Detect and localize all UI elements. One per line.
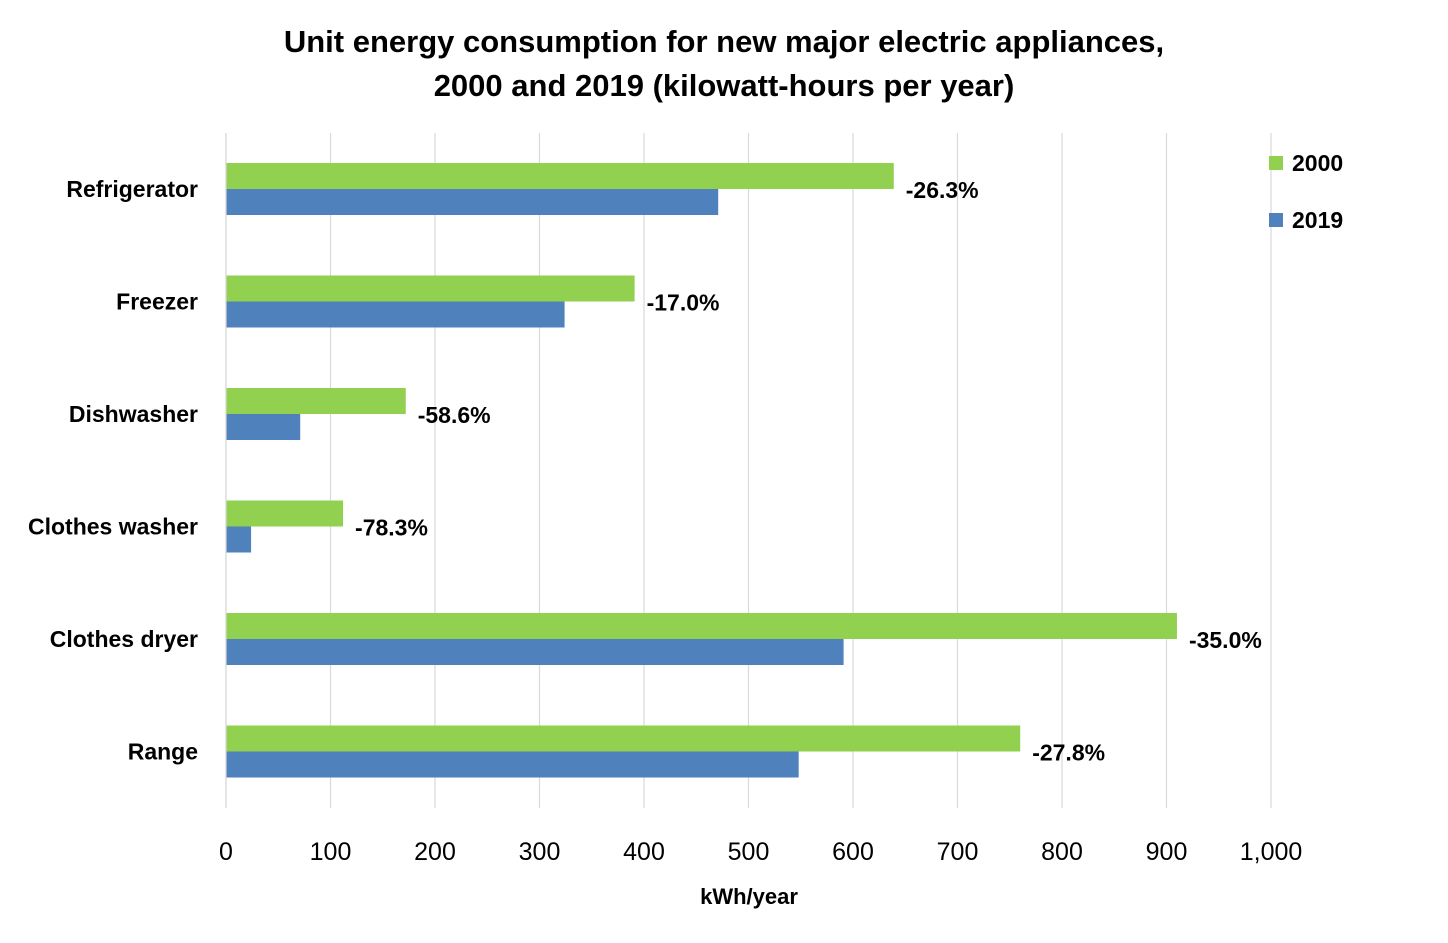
- x-tick-label-600: 600: [832, 838, 874, 866]
- legend: 2000 2019: [1269, 150, 1343, 233]
- bar-dishwasher-2019: [226, 414, 301, 440]
- x-tick-label-500: 500: [728, 838, 770, 866]
- data-label-clothes-dryer: -35.0%: [1189, 627, 1262, 653]
- x-tick-label-800: 800: [1041, 838, 1083, 866]
- legend-swatch-2019: [1269, 213, 1283, 227]
- x-tick-label-1000: 1,000: [1240, 838, 1303, 866]
- legend-label-2000: 2000: [1292, 150, 1343, 176]
- x-axis-title: kWh/year: [700, 884, 798, 909]
- x-tick-label-300: 300: [519, 838, 561, 866]
- category-label-clothes-dryer: Clothes dryer: [50, 626, 198, 652]
- category-labels: Refrigerator Freezer Dishwasher Clothes was…: [28, 133, 227, 808]
- chart-title-line-1: Unit energy consumption for new major el…: [284, 24, 1164, 59]
- bar-dishwasher-2000: [226, 388, 406, 414]
- x-tick-label-100: 100: [310, 838, 352, 866]
- gridlines: [225, 133, 1272, 808]
- bar-clothes-washer-2000: [226, 500, 344, 527]
- bar-freezer-2019: [226, 301, 565, 328]
- data-label-refrigerator: -26.3%: [906, 177, 979, 203]
- x-tick-label-400: 400: [623, 838, 665, 866]
- bars: [226, 163, 1177, 778]
- data-label-dishwasher: -58.6%: [418, 402, 491, 428]
- bar-refrigerator-2000: [226, 163, 894, 189]
- bar-clothes-washer-2019: [226, 526, 252, 553]
- x-tick-label-0: 0: [219, 838, 233, 866]
- bar-range-2000: [226, 725, 1021, 752]
- category-label-clothes-washer: Clothes washer: [28, 514, 198, 540]
- category-label-range: Range: [128, 739, 198, 765]
- legend-swatch-2000: [1269, 156, 1283, 170]
- data-label-range: -27.8%: [1032, 740, 1105, 766]
- chart-title-line-2: 2000 and 2019 (kilowatt-hours per year): [434, 68, 1015, 103]
- category-label-refrigerator: Refrigerator: [66, 176, 198, 202]
- category-label-dishwasher: Dishwasher: [69, 401, 198, 427]
- data-label-clothes-washer: -78.3%: [355, 515, 428, 541]
- bar-freezer-2000: [226, 275, 635, 302]
- category-label-freezer: Freezer: [116, 289, 198, 315]
- data-labels: -26.3% -17.0% -58.6% -78.3% -35.0% -27.8%: [355, 177, 1262, 766]
- bar-clothes-dryer-2019: [226, 639, 844, 665]
- x-tick-label-700: 700: [937, 838, 979, 866]
- bar-clothes-dryer-2000: [226, 613, 1177, 639]
- legend-label-2019: 2019: [1292, 207, 1343, 233]
- data-label-freezer: -17.0%: [647, 290, 720, 316]
- x-tick-label-200: 200: [414, 838, 456, 866]
- x-tick-label-900: 900: [1146, 838, 1188, 866]
- bar-range-2019: [226, 751, 799, 778]
- x-axis-ticks: 0 100 200 300 400 500 600 700 800 900 1,000: [219, 838, 1302, 866]
- bar-refrigerator-2019: [226, 189, 719, 215]
